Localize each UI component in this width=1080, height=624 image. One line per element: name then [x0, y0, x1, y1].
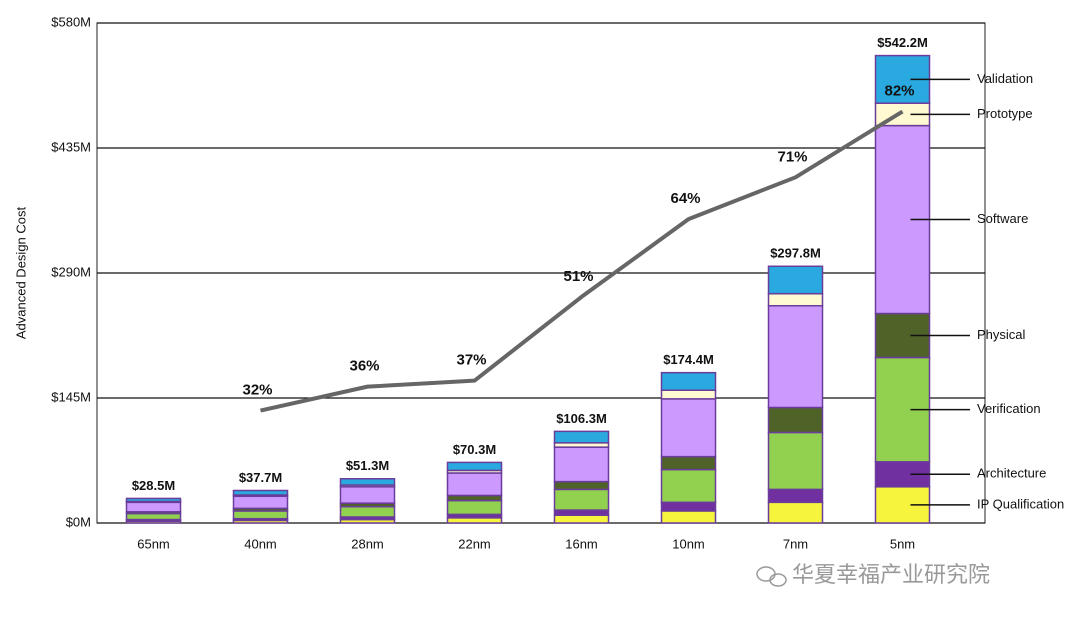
y-tick-label: $290M	[51, 264, 91, 279]
bar-segment	[232, 489, 289, 496]
legend-label: Prototype	[977, 106, 1033, 121]
watermark: 华夏幸福产业研究院	[792, 562, 990, 587]
bar-segment	[446, 472, 503, 497]
bar-segment	[125, 501, 182, 513]
bar-segment	[767, 406, 824, 434]
line-value-label: 36%	[349, 358, 379, 375]
legend-label: Architecture	[977, 466, 1046, 481]
y-tick-label: $145M	[51, 389, 91, 404]
y-axis-label: Advanced Design Cost	[13, 206, 28, 339]
bar-segment	[553, 480, 610, 491]
total-label: $297.8M	[770, 246, 821, 261]
line-value-label: 71%	[777, 148, 807, 165]
bar-segment	[660, 468, 717, 504]
bar-segment	[660, 398, 717, 458]
bar-segment	[553, 488, 610, 511]
bar-segment	[767, 292, 824, 307]
bar-segment	[446, 494, 503, 502]
total-label: $37.7M	[239, 470, 282, 485]
line-value-label: 64%	[670, 190, 700, 207]
bar-segment	[767, 431, 824, 491]
line	[260, 109, 904, 413]
x-tick-label: 5nm	[890, 536, 915, 551]
x-tick-label: 7nm	[783, 536, 808, 551]
line-value-label: 51%	[563, 268, 593, 285]
line-value-label: 82%	[884, 82, 914, 99]
bar-segment	[339, 478, 396, 486]
bar-segment	[660, 501, 717, 512]
bar-segment	[232, 495, 289, 510]
total-label: $542.2M	[877, 35, 928, 50]
bar-segment	[660, 371, 717, 391]
bar-segment	[232, 510, 289, 520]
bar-segment	[767, 488, 824, 504]
bar-segment	[339, 505, 396, 518]
y-tick-label: $0M	[66, 514, 91, 529]
x-tick-label: 28nm	[351, 536, 384, 551]
bar-segment	[767, 305, 824, 409]
x-tick-label: 22nm	[458, 536, 491, 551]
bar-segment	[660, 510, 717, 524]
bar-segment	[767, 265, 824, 295]
legend-label: Physical	[977, 327, 1026, 342]
total-label: $70.3M	[453, 442, 496, 457]
bar-segment	[660, 455, 717, 471]
bar-segment	[125, 512, 182, 521]
legend-label: Software	[977, 211, 1028, 226]
bar-segment	[446, 461, 503, 472]
bar-segment	[339, 486, 396, 504]
bar-segment	[553, 509, 610, 516]
total-label: $28.5M	[132, 478, 175, 493]
line-value-label: 32%	[242, 382, 272, 399]
bar-segment	[553, 430, 610, 444]
bar-segment	[125, 497, 182, 503]
total-label: $174.4M	[663, 352, 714, 367]
legend-label: Validation	[977, 71, 1033, 86]
line-value-label: 37%	[456, 352, 486, 369]
legend-label: IP Qualification	[977, 496, 1064, 511]
watermark-icon	[756, 566, 787, 587]
x-tick-label: 65nm	[137, 536, 170, 551]
bar-segment	[446, 499, 503, 516]
total-label: $51.3M	[346, 458, 389, 473]
bar-segment	[660, 389, 717, 400]
bar-segment	[446, 517, 503, 524]
bar-segment	[553, 514, 610, 524]
bar-segment	[553, 446, 610, 483]
total-label: $106.3M	[556, 411, 607, 426]
y-tick-label: $435M	[51, 139, 91, 154]
x-tick-label: 40nm	[244, 536, 277, 551]
x-tick-label: 16nm	[565, 536, 598, 551]
x-tick-label: 10nm	[672, 536, 705, 551]
legend-label: Verification	[977, 401, 1041, 416]
y-tick-label: $580M	[51, 14, 91, 29]
bar-segment	[767, 501, 824, 524]
